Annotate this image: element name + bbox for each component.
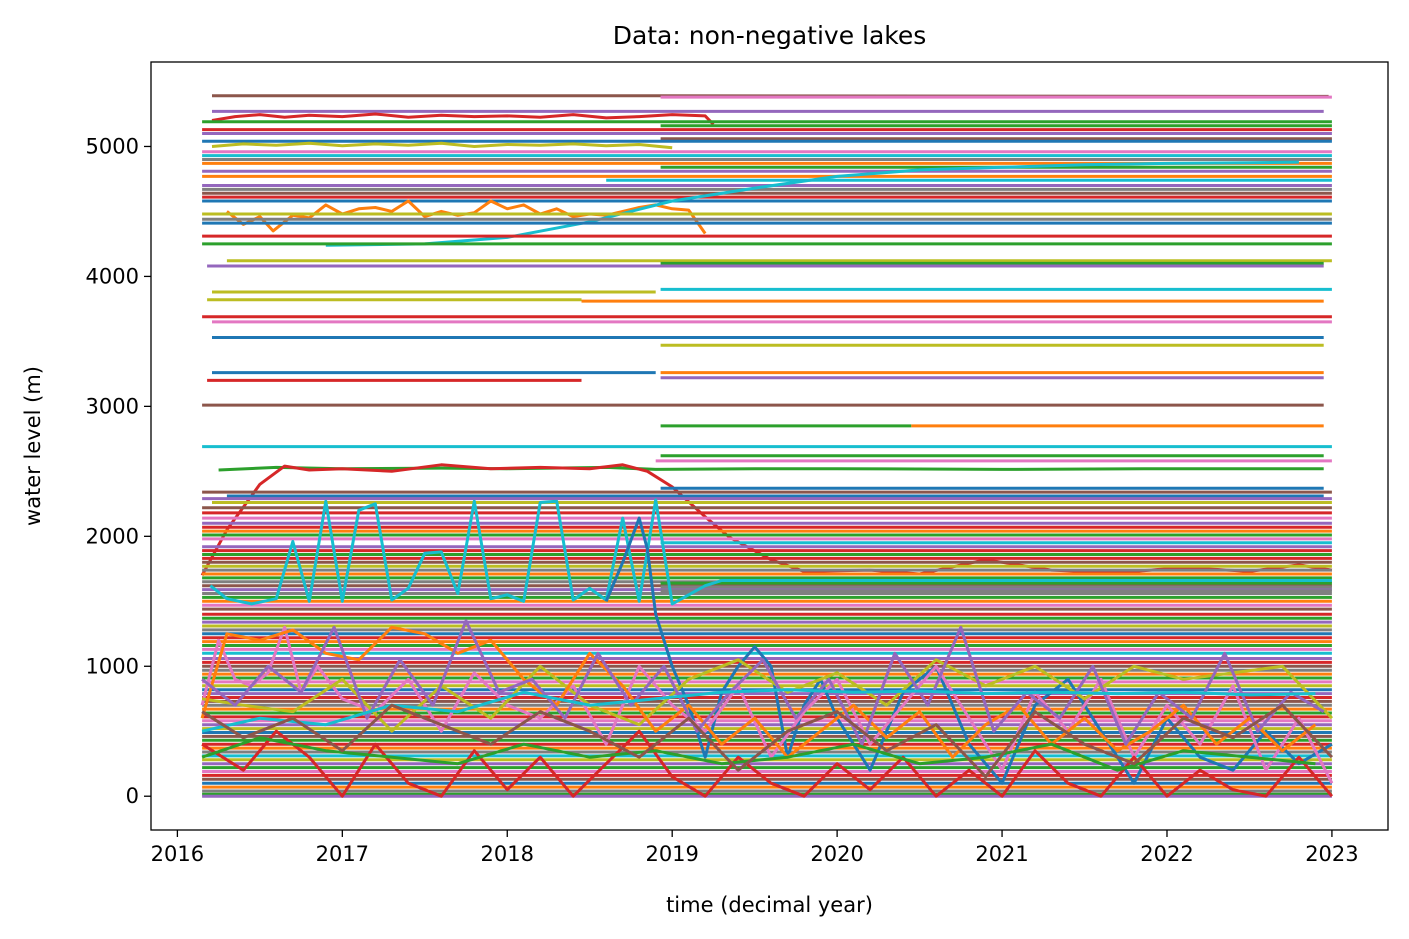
y-axis: 0 1000 2000 3000 4000 5000 [86, 134, 151, 808]
x-tick-label: 2017 [316, 842, 369, 866]
y-axis-label: water level (m) [21, 366, 45, 526]
series-line-142 [201, 619, 1325, 746]
chart-title: Data: non-negative lakes [613, 21, 927, 50]
series-line-3 [211, 112, 715, 126]
y-tick-label: 5000 [86, 134, 139, 158]
series-line-141 [201, 729, 1334, 798]
x-tick-label: 2019 [645, 842, 698, 866]
y-tick-label: 4000 [86, 264, 139, 288]
x-axis-label: time (decimal year) [666, 893, 873, 917]
x-axis: 2016 2017 2018 2019 2020 2021 2022 2023 [151, 830, 1359, 866]
plot-frame [150, 61, 1389, 831]
y-tick-label: 0 [126, 784, 139, 808]
series-line-10 [211, 141, 673, 150]
x-tick-label: 2021 [975, 842, 1028, 866]
x-tick-label: 2022 [1140, 842, 1193, 866]
series-layer [200, 94, 1334, 798]
y-tick-label: 3000 [86, 394, 139, 418]
series-line-144 [201, 688, 1316, 733]
y-tick-label: 1000 [86, 654, 139, 678]
series-line-140 [200, 625, 1317, 759]
x-tick-label: 2016 [151, 842, 204, 866]
series-line-143 [201, 736, 1316, 772]
y-tick-label: 2000 [86, 524, 139, 548]
series-line-136 [209, 498, 1332, 606]
x-tick-label: 2020 [810, 842, 863, 866]
series-line-139 [201, 658, 1333, 733]
x-tick-label: 2023 [1305, 842, 1358, 866]
x-tick-label: 2018 [481, 842, 534, 866]
series-line-145 [201, 703, 1333, 779]
